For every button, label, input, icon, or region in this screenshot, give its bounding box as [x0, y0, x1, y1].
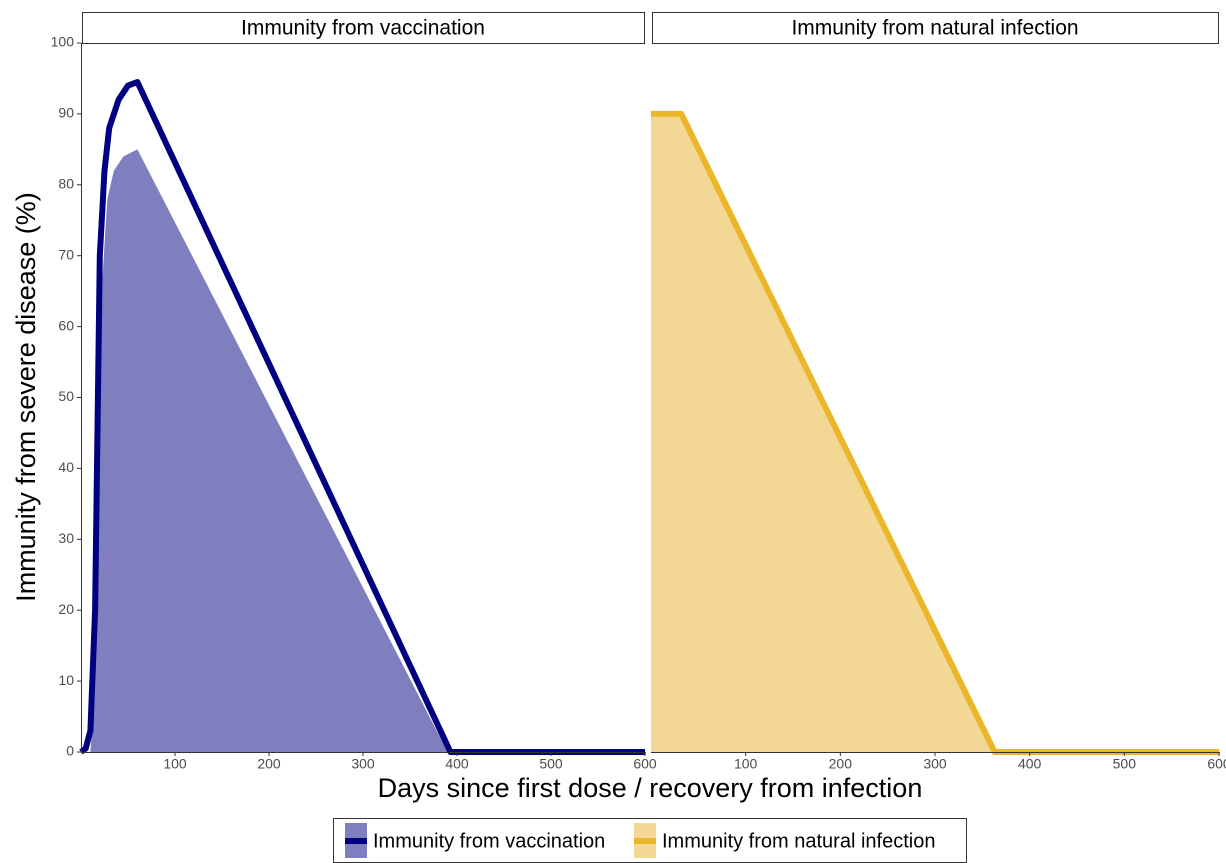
y-tick-label: 50 [58, 388, 74, 404]
x-tick-label: 500 [1113, 756, 1137, 772]
legend-label: Immunity from vaccination [373, 830, 605, 852]
facet-strip [652, 12, 1219, 44]
facet-title: Immunity from vaccination [241, 17, 485, 40]
y-tick-label: 100 [51, 34, 75, 50]
x-tick-label: 100 [734, 756, 758, 772]
y-tick-label: 0 [66, 743, 74, 759]
y-tick-label: 60 [58, 317, 74, 333]
x-tick-label: 400 [445, 756, 469, 772]
x-tick-label: 500 [539, 756, 563, 772]
y-tick-label: 80 [58, 176, 74, 192]
x-tick-label: 300 [351, 756, 375, 772]
x-tick-label: 200 [829, 756, 853, 772]
y-tick-label: 20 [58, 601, 74, 617]
y-tick-label: 40 [58, 459, 74, 475]
y-tick-label: 10 [58, 672, 74, 688]
line [79, 78, 645, 755]
x-axis-title: Days since first dose / recovery from in… [378, 773, 923, 803]
facet-title: Immunity from natural infection [791, 17, 1078, 40]
area [81, 149, 645, 753]
x-tick-label: 200 [257, 756, 281, 772]
facet-strip [82, 12, 645, 44]
legend-label: Immunity from natural infection [662, 830, 935, 852]
y-axis-title: Immunity from severe disease (%) [11, 192, 41, 602]
area [651, 113, 1219, 752]
y-tick-label: 70 [58, 246, 74, 262]
x-tick-label: 600 [633, 756, 657, 772]
x-tick-label: 400 [1018, 756, 1042, 772]
x-tick-label: 100 [163, 756, 187, 772]
x-tick-label: 600 [1207, 756, 1226, 772]
y-tick-label: 30 [58, 530, 74, 546]
y-tick-label: 90 [58, 105, 74, 121]
x-tick-label: 300 [923, 756, 947, 772]
